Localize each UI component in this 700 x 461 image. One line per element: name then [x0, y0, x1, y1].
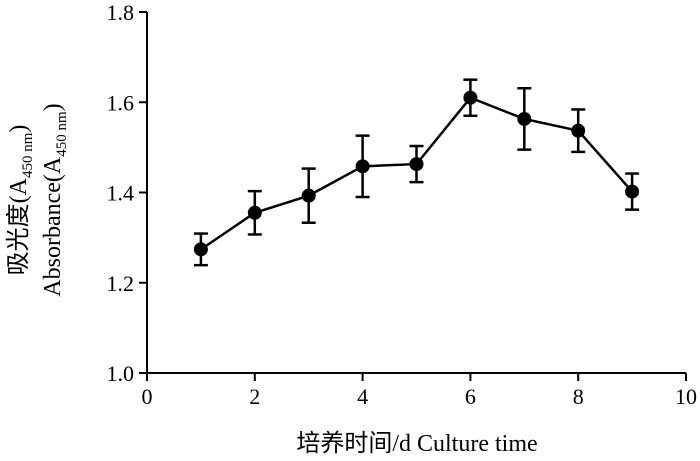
y-tick-label: 1.2 [107, 271, 135, 296]
error-bars [193, 78, 640, 267]
data-point [463, 90, 478, 105]
y-tick-label: 1.0 [107, 361, 135, 386]
data-point [625, 184, 640, 199]
x-tick-label: 2 [249, 384, 260, 409]
data-point [301, 188, 316, 203]
axes [146, 12, 686, 374]
data-point [517, 111, 532, 126]
data-point [247, 205, 262, 220]
x-axis-title: 培养时间/d Culture time [296, 430, 537, 457]
y-axis-title: 吸光度(A450 nm) [5, 125, 36, 276]
y-axis-title-line-2: Absorbance(A450 nm) [40, 103, 70, 296]
y-tick-label: 1.6 [107, 90, 135, 115]
y-axis-title-line-1: 吸光度(A450 nm) [5, 125, 36, 276]
data-point [409, 157, 424, 172]
data-point [571, 123, 586, 138]
x-tick-label: 6 [465, 384, 476, 409]
data-point [355, 159, 370, 174]
x-tick-label: 4 [357, 384, 368, 409]
x-tick-label: 0 [142, 384, 153, 409]
y-tick-label: 1.8 [107, 0, 135, 25]
data-point [193, 242, 208, 257]
x-tick-label: 10 [675, 384, 697, 409]
y-tick-label: 1.4 [107, 181, 135, 206]
x-ticks: 0 2 4 6 8 10 [142, 373, 697, 409]
x-tick-label: 8 [573, 384, 584, 409]
y-ticks: 1.0 1.2 1.4 1.6 1.8 [107, 0, 147, 386]
data-points [193, 90, 640, 257]
y-axis-title-2: Absorbance(A450 nm) [40, 103, 70, 296]
